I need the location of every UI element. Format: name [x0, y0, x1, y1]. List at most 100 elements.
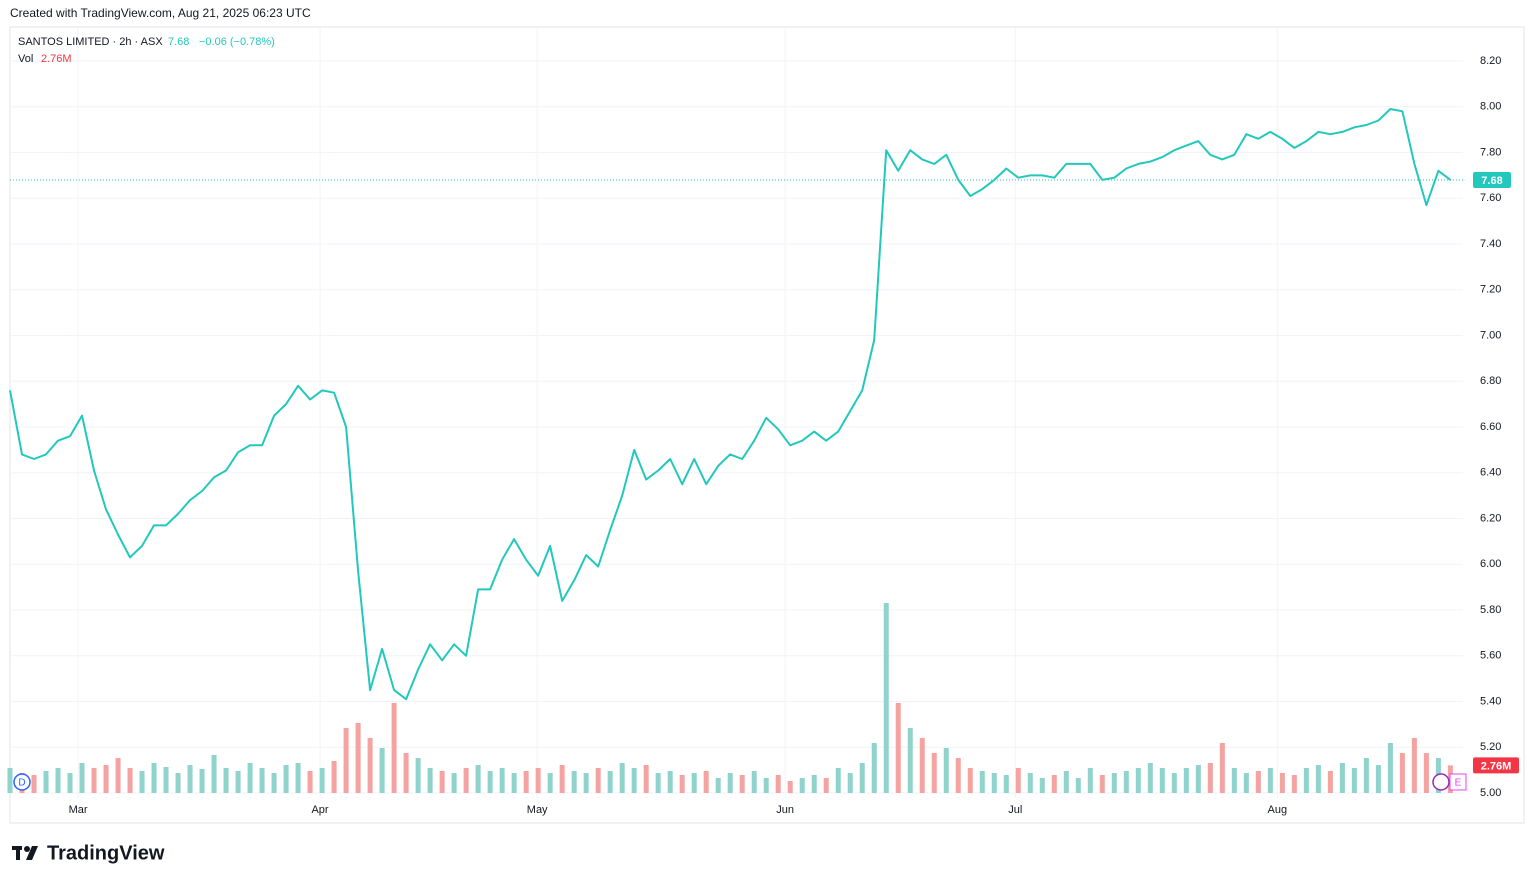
volume-bar — [763, 778, 769, 793]
volume-bar — [943, 748, 949, 793]
volume-bar — [67, 773, 73, 793]
volume-bar — [1159, 768, 1165, 793]
volume-bar — [871, 743, 877, 793]
volume-bar — [1087, 768, 1093, 793]
grid — [10, 27, 1463, 798]
volume-bar — [823, 778, 829, 793]
volume-bar — [1183, 768, 1189, 793]
volume-bar — [163, 767, 169, 793]
y-tick-label: 6.00 — [1480, 558, 1501, 570]
badge-box — [1449, 773, 1467, 791]
volume-bar — [91, 768, 97, 793]
volume-bar — [631, 768, 637, 793]
header-price: 7.68 — [168, 36, 189, 48]
volume-bar — [7, 768, 13, 793]
volume-bar — [883, 603, 889, 793]
volume-bar — [235, 771, 241, 793]
volume-bar — [103, 765, 109, 793]
volume-bar — [127, 768, 133, 793]
volume-bar — [1015, 768, 1021, 793]
volume-bar — [715, 778, 721, 793]
volume-bar — [847, 773, 853, 793]
y-tick-label: 5.20 — [1480, 741, 1501, 753]
y-tick-label: 6.40 — [1480, 467, 1501, 479]
badge-circle — [13, 773, 31, 791]
volume-bar — [499, 768, 505, 793]
volume-bar — [307, 771, 313, 793]
price-line — [9, 108, 1452, 701]
volume-bar — [1315, 765, 1321, 793]
brand: TradingView — [47, 842, 165, 864]
y-tick-label: 5.60 — [1480, 650, 1501, 662]
volume-bar — [1147, 763, 1153, 793]
y-tick-label: 7.60 — [1480, 192, 1501, 204]
volume-bar — [427, 768, 433, 793]
volume-bar — [1051, 775, 1057, 793]
price-pane — [9, 108, 1463, 701]
badge: E — [1455, 778, 1462, 789]
volume-bar — [1039, 778, 1045, 793]
last-volume-tag — [1473, 757, 1519, 774]
volume-bar — [1411, 738, 1417, 793]
volume-bar — [979, 771, 985, 793]
header-change: −0.06 (−0.78%) — [199, 36, 275, 48]
volume-bar — [991, 773, 997, 793]
volume-bar — [1075, 778, 1081, 793]
volume-bar — [559, 765, 565, 793]
volume-bar — [1243, 773, 1249, 793]
volume-bar — [319, 768, 325, 793]
volume-bar — [907, 728, 913, 793]
volume-bar — [727, 773, 733, 793]
last-price-label: 7.68 — [1481, 175, 1502, 187]
y-tick-label: 8.00 — [1480, 101, 1501, 113]
chart-frame — [9, 26, 1525, 824]
x-tick-label: Jul — [1008, 804, 1022, 816]
volume-bar — [1099, 775, 1105, 793]
volume-bar — [295, 763, 301, 793]
volume-bar — [403, 753, 409, 793]
y-tick-label: 5.80 — [1480, 604, 1501, 616]
volume-bar — [547, 773, 553, 793]
last-volume-label: 2.76M — [1481, 760, 1512, 772]
volume-bar — [1375, 765, 1381, 793]
volume-bar — [223, 768, 229, 793]
volume-bar — [703, 771, 709, 793]
volume-bar — [895, 703, 901, 793]
volume-bar — [1351, 768, 1357, 793]
volume-bar — [1387, 743, 1393, 793]
volume-bar — [1363, 758, 1369, 793]
volume-bar — [1399, 753, 1405, 793]
volume-bar — [859, 763, 865, 793]
volume-bar — [523, 771, 529, 793]
volume-bar — [355, 723, 361, 793]
y-tick-label: 7.00 — [1480, 329, 1501, 341]
volume-bar — [55, 768, 61, 793]
volume-bar — [31, 775, 37, 793]
volume-bar — [775, 775, 781, 793]
credit: Created with TradingView.com, Aug 21, 20… — [10, 6, 311, 20]
volume-bar — [187, 765, 193, 793]
volume-bar — [151, 763, 157, 793]
volume-bar — [115, 758, 121, 793]
volume-bar — [247, 763, 253, 793]
volume-bar — [835, 768, 841, 793]
last-price-tag — [1473, 171, 1511, 188]
volume-bar — [643, 765, 649, 793]
volume-bar — [511, 773, 517, 793]
volume-bar — [391, 703, 397, 793]
volume-bar — [931, 753, 937, 793]
volume-bar — [271, 773, 277, 793]
badge: D — [18, 778, 25, 789]
volume-bar — [1339, 763, 1345, 793]
x-tick-label: May — [527, 804, 548, 816]
volume-bar — [571, 771, 577, 793]
volume-bar — [811, 775, 817, 793]
volume-bar — [655, 773, 661, 793]
volume-bar — [175, 773, 181, 793]
volume-bar — [619, 763, 625, 793]
y-tick-label: 6.60 — [1480, 421, 1501, 433]
volume-bar — [1063, 771, 1069, 793]
volume-bar — [487, 771, 493, 793]
volume-title: Vol — [18, 53, 33, 65]
